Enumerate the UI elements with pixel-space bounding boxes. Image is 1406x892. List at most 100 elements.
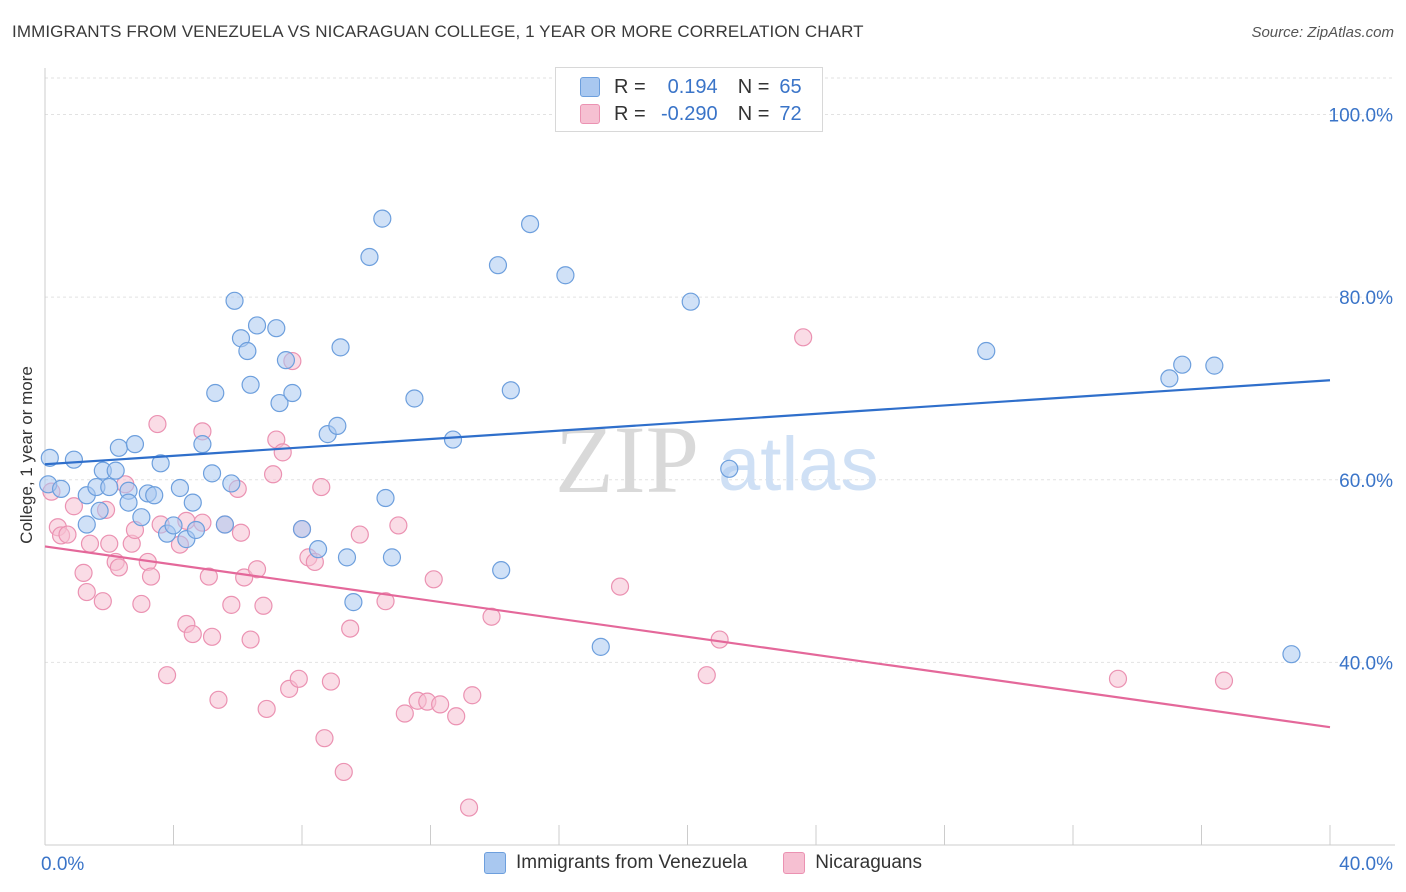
point-nicaraguans	[148, 414, 167, 434]
point-venezuela	[1160, 369, 1179, 388]
y-axis-label: College, 1 year or more	[17, 366, 36, 544]
point-venezuela	[337, 548, 357, 567]
point-venezuela	[186, 520, 206, 540]
point-venezuela	[376, 488, 395, 508]
point-venezuela	[1282, 645, 1301, 664]
legend-swatch-pink	[580, 104, 600, 124]
point-nicaraguans	[315, 729, 334, 748]
point-venezuela	[443, 430, 463, 449]
legend-item-venezuela[interactable]: Immigrants from Venezuela	[484, 852, 747, 874]
legend-row-blue: R = 0.194 N = 65	[580, 75, 802, 99]
point-nicaraguans	[141, 567, 161, 586]
point-nicaraguans	[209, 690, 228, 709]
point-nicaraguans	[334, 762, 353, 782]
point-venezuela	[331, 338, 350, 357]
watermark: ZIP atlas	[555, 406, 879, 513]
point-nicaraguans	[263, 465, 283, 484]
point-venezuela	[222, 474, 241, 493]
point-nicaraguans	[254, 596, 273, 615]
point-nicaraguans	[202, 627, 222, 646]
x-tick-label: 0.0%	[41, 854, 84, 875]
chart-title: IMMIGRANTS FROM VENEZUELA VS NICARAGUAN …	[12, 22, 864, 41]
point-venezuela	[193, 435, 212, 454]
point-venezuela	[109, 438, 128, 457]
point-nicaraguans	[109, 558, 128, 577]
point-venezuela	[225, 291, 244, 310]
point-nicaraguans	[247, 560, 267, 579]
point-nicaraguans	[794, 328, 813, 347]
point-nicaraguans	[74, 563, 93, 582]
legend-r-value: 0.194	[667, 75, 718, 98]
y-tick-label: 60.0%	[1339, 471, 1393, 492]
point-nicaraguans	[395, 704, 414, 723]
y-tick-label: 80.0%	[1339, 288, 1393, 309]
point-nicaraguans	[289, 669, 308, 688]
point-venezuela	[276, 351, 296, 370]
point-venezuela	[520, 214, 540, 234]
legend-label-nicaraguans: Nicaraguans	[815, 852, 922, 873]
legend-n-label: N =	[737, 102, 770, 125]
point-venezuela	[90, 501, 109, 520]
point-venezuela	[977, 341, 996, 361]
series-legend: Immigrants from Venezuela Nicaraguans	[0, 852, 1406, 874]
point-venezuela	[77, 515, 96, 534]
point-venezuela	[238, 341, 257, 361]
point-venezuela	[270, 393, 289, 413]
point-nicaraguans	[389, 516, 408, 535]
trend-line	[44, 545, 1331, 729]
point-nicaraguans	[697, 666, 716, 685]
point-venezuela	[64, 450, 84, 469]
watermark-atlas: atlas	[718, 422, 879, 507]
point-nicaraguans	[199, 567, 218, 586]
point-venezuela	[283, 383, 302, 403]
point-venezuela	[681, 292, 700, 311]
point-venezuela	[215, 515, 234, 534]
point-venezuela	[183, 493, 202, 512]
point-nicaraguans	[321, 672, 341, 691]
legend-swatch-blue	[580, 77, 600, 97]
point-venezuela	[344, 593, 363, 612]
point-nicaraguans	[257, 699, 276, 719]
legend-n-value: 72	[779, 102, 802, 125]
point-nicaraguans	[183, 624, 202, 644]
point-venezuela	[1173, 355, 1192, 374]
point-nicaraguans	[463, 686, 482, 705]
point-nicaraguans	[424, 570, 443, 589]
point-venezuela	[591, 637, 610, 656]
point-nicaraguans	[459, 798, 479, 817]
point-venezuela	[241, 375, 260, 394]
point-venezuela	[151, 454, 170, 473]
legend-swatch-nicaraguans	[783, 852, 806, 874]
series-venezuela	[39, 209, 1301, 664]
point-nicaraguans	[1214, 671, 1234, 690]
point-nicaraguans	[58, 525, 77, 544]
point-venezuela	[488, 256, 508, 275]
point-venezuela	[308, 540, 328, 559]
point-venezuela	[247, 316, 267, 335]
point-venezuela	[492, 561, 511, 580]
series-nicaraguans	[42, 328, 1234, 817]
point-venezuela	[202, 464, 222, 483]
y-tick-label: 100.0%	[1329, 106, 1394, 127]
point-venezuela	[206, 383, 225, 403]
point-nicaraguans	[64, 497, 84, 516]
point-nicaraguans	[273, 443, 292, 462]
legend-r-value: -0.290	[660, 102, 718, 125]
legend-swatch-venezuela	[484, 852, 507, 874]
point-venezuela	[170, 478, 190, 498]
point-nicaraguans	[431, 695, 450, 714]
point-nicaraguans	[350, 525, 369, 544]
legend-item-nicaraguans[interactable]: Nicaraguans	[783, 852, 922, 874]
trend-line	[44, 379, 1331, 466]
point-venezuela	[106, 461, 125, 480]
legend-r-label: R =	[614, 75, 646, 98]
point-venezuela	[720, 459, 739, 478]
point-venezuela	[100, 477, 119, 497]
tick-labels: 40.0% 60.0% 80.0% 100.0% 0.0% 40.0%	[41, 106, 1393, 875]
point-nicaraguans	[341, 619, 360, 638]
point-nicaraguans	[132, 594, 151, 614]
point-nicaraguans	[1108, 669, 1128, 688]
point-nicaraguans	[241, 630, 260, 649]
point-venezuela	[292, 519, 312, 539]
